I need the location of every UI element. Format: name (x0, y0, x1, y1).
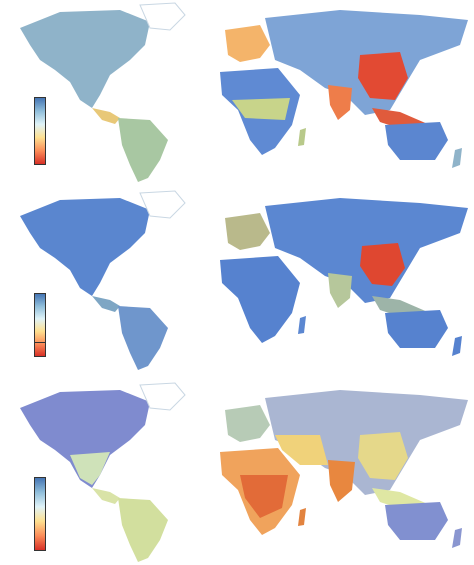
middle-east (275, 435, 328, 465)
east-asia-hotspot (358, 52, 408, 100)
madagascar (298, 316, 306, 334)
madagascar (298, 128, 306, 146)
india (328, 85, 352, 120)
north-america (20, 198, 150, 296)
south-america (118, 118, 168, 182)
africa-sahel (232, 98, 290, 120)
south-america (118, 306, 168, 370)
australia (385, 122, 448, 160)
north-america (20, 10, 150, 108)
new-zealand (452, 336, 462, 356)
world-map-1 (20, 2, 468, 182)
legend-marker-2 (35, 342, 45, 343)
east-asia (358, 432, 408, 480)
central-africa-hotspot (240, 475, 288, 518)
australia (385, 310, 448, 348)
europe (225, 213, 270, 250)
madagascar (298, 508, 306, 526)
greenland (139, 2, 186, 31)
europe (225, 25, 270, 62)
central-america (92, 296, 120, 312)
us-south (70, 452, 110, 485)
greenland (139, 382, 186, 411)
legend-gradient-1 (35, 98, 45, 164)
legend-gradient-2 (35, 294, 45, 356)
new-zealand (452, 148, 462, 168)
map-panel-1 (0, 0, 474, 185)
central-america (92, 108, 120, 124)
east-asia-hotspot (360, 243, 405, 286)
color-legend-1 (34, 97, 46, 165)
map-panel-2 (0, 188, 474, 378)
new-zealand (452, 528, 462, 548)
color-legend-2 (34, 293, 46, 357)
central-america (92, 488, 120, 504)
africa (220, 256, 300, 343)
color-legend-3 (34, 477, 46, 551)
north-america (20, 390, 150, 488)
map-panel-3 (0, 380, 474, 565)
australia (385, 502, 448, 540)
greenland (139, 190, 186, 219)
europe (225, 405, 270, 442)
legend-gradient-3 (35, 478, 45, 550)
south-america (118, 498, 168, 562)
world-map-2 (20, 190, 468, 370)
india (328, 273, 352, 308)
world-map-3 (20, 382, 468, 562)
india (328, 460, 355, 502)
